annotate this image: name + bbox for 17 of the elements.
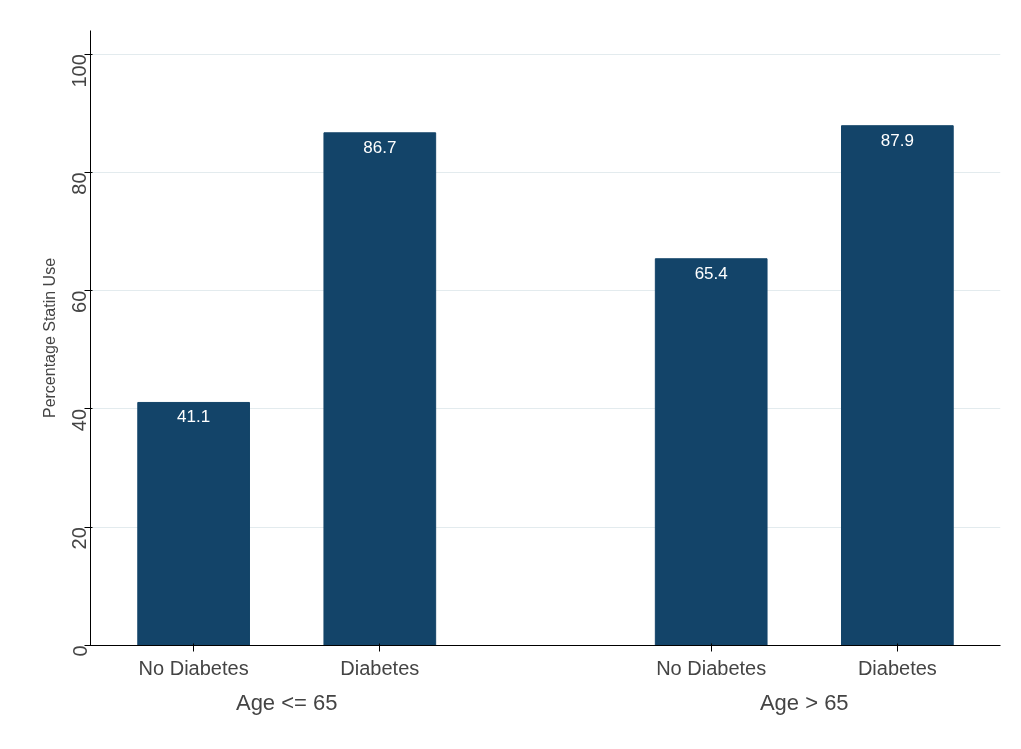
x-tick-label: Diabetes [857,656,937,679]
x-tick-label: No Diabetes [656,656,767,679]
y-axis-title: Percentage Statin Use [40,257,58,419]
x-tick-label: No Diabetes [138,656,249,679]
y-tick-label: 20 [68,527,91,550]
y-tick-label: 100 [68,54,91,88]
data-label: 86.7 [363,137,397,157]
x-tick-label: Diabetes [340,656,420,679]
text: Age <= 65 [235,689,338,715]
y-tick-label: 0 [68,645,91,657]
text: Age > 65 [759,689,849,715]
data-label: 65.4 [694,263,728,283]
y-tick-label: 40 [68,408,91,432]
data-label: 41.1 [177,407,211,427]
y-tick-label: 60 [68,290,91,313]
data-label: 87.9 [880,130,914,150]
y-tick-label: 80 [68,172,91,195]
